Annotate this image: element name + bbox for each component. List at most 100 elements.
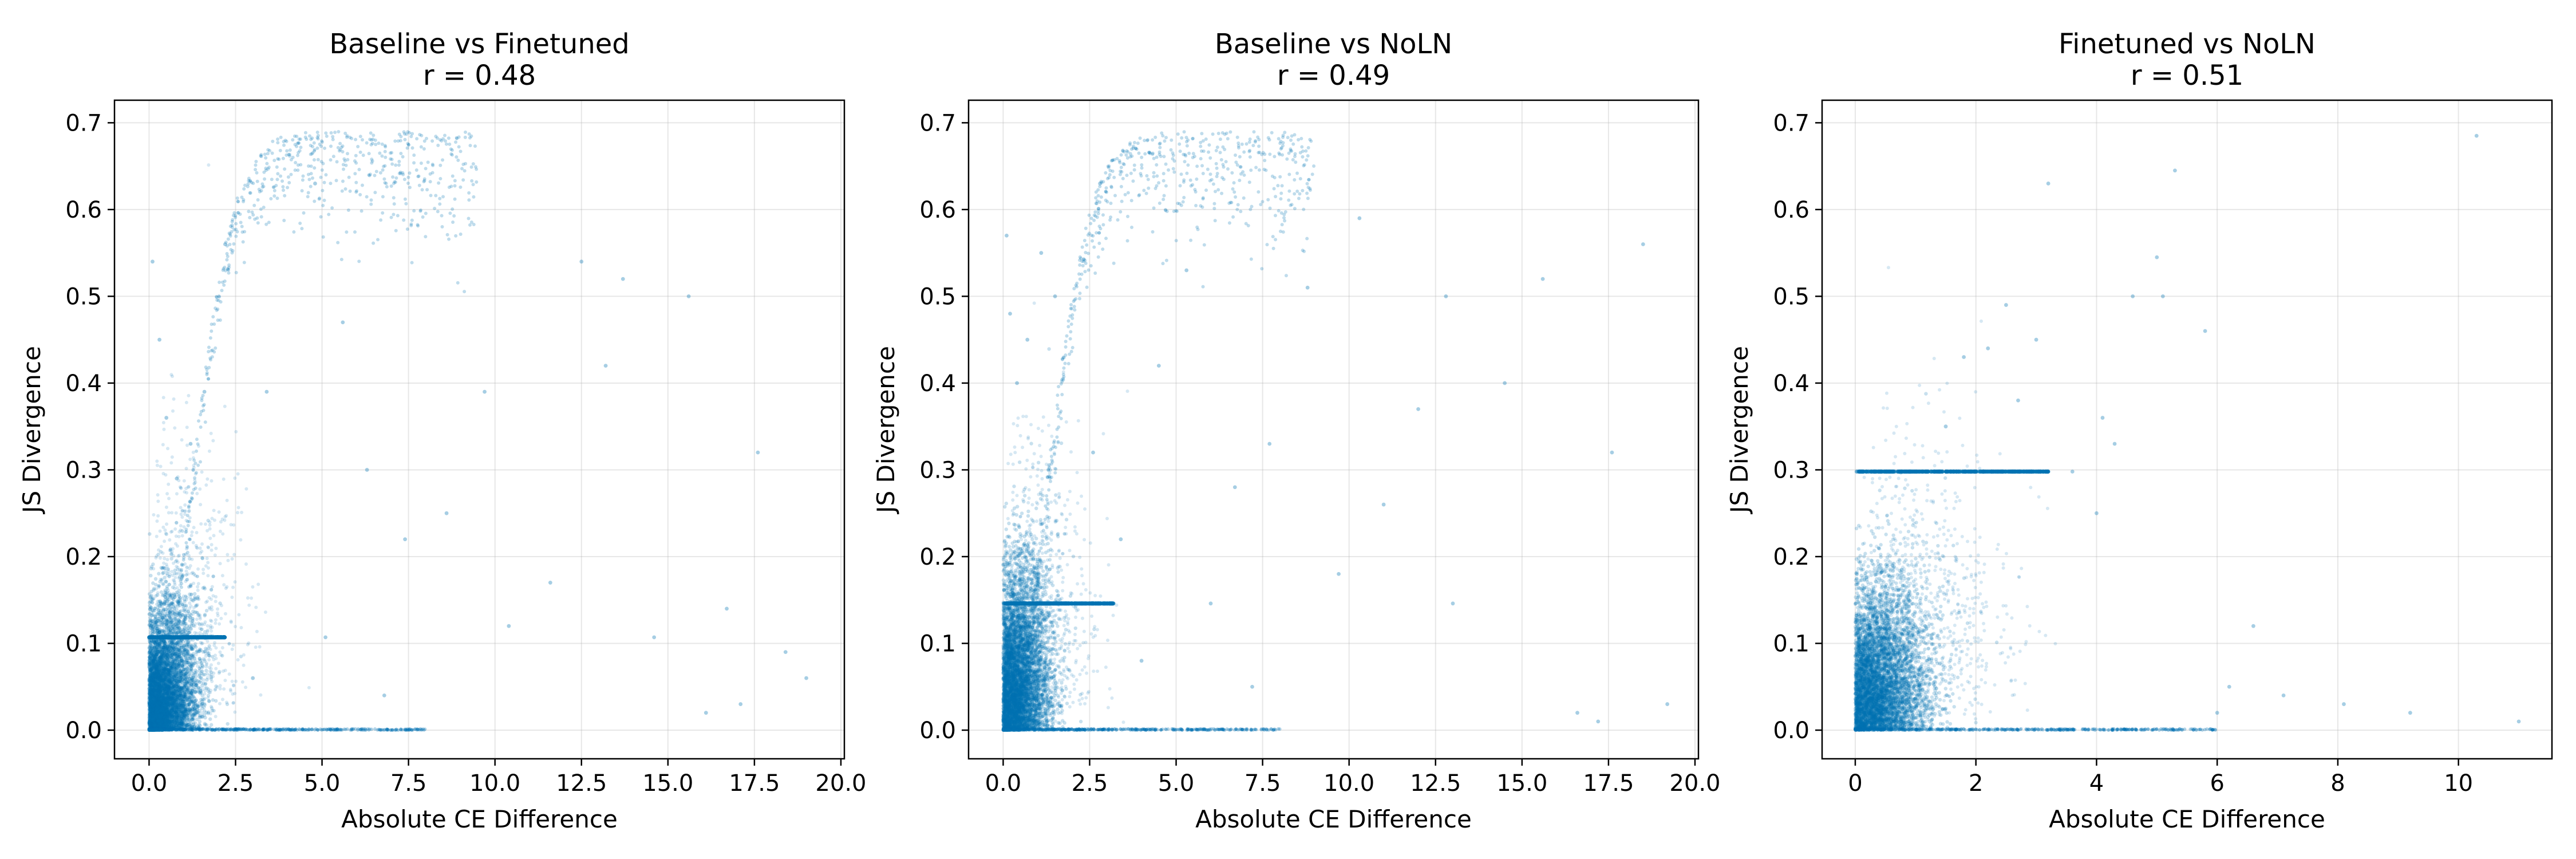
scatter-point [204,723,209,727]
scatter-point [226,722,230,726]
scatter-point [154,695,158,699]
scatter-point [163,714,167,718]
scatter-point [148,695,152,699]
scatter-point [191,707,195,712]
scatter-point [159,689,163,693]
scatter-point [149,706,153,710]
scatter-point [180,706,184,710]
scatter-point [189,668,194,672]
scatter-point [170,641,174,645]
scatter-point [149,605,153,609]
scatter-point [175,715,180,719]
scatter-point [152,698,156,702]
scatter-point [203,586,207,591]
x-axis-label: Absolute CE Difference [341,805,618,833]
scatter-point [157,686,161,691]
scatter-point [179,669,183,674]
scatter-point [154,594,158,598]
scatter-point [152,658,156,662]
scatter-point [151,632,155,636]
scatter-point [149,659,154,663]
scatter-point [175,715,179,719]
scatter-point [157,572,161,576]
scatter-point [185,723,189,727]
scatter-point [165,691,169,695]
scatter-point [155,666,159,670]
scatter-point [150,600,154,604]
scatter-point [181,651,185,655]
scatter-point [151,609,155,613]
scatter-point [149,573,153,578]
scatter-point [155,661,160,665]
scatter-point [171,685,175,689]
scatter-point [169,691,173,696]
scatter-point [161,698,165,702]
scatter-point [167,649,171,653]
scatter-point [168,708,172,712]
scatter-point [152,715,156,719]
scatter-point [210,723,214,727]
scatter-point [179,675,183,679]
scatter-point [173,689,177,693]
scatter-point [149,696,153,700]
scatter-point [152,680,156,684]
scatter-point [167,712,172,716]
y-axis-label: JS Divergence [18,346,46,515]
scatter-point [171,710,175,714]
scatter-point [169,714,173,719]
scatter-point [159,706,163,710]
scatter-point [151,715,155,719]
scatter-point [162,722,166,727]
scatter-point [180,677,184,681]
scatter-point [203,703,207,707]
scatter-point [156,685,160,690]
scatter-point [156,641,160,646]
scatter-point [173,654,178,658]
scatter-point [153,687,158,692]
scatter-point [152,596,156,601]
scatter-point [175,724,179,728]
scatter-points [147,129,808,732]
scatter-point [212,708,216,713]
scatter-point [148,711,152,715]
scatter-point [157,669,161,673]
scatter-point [149,684,153,688]
scatter-point [162,709,166,713]
scatter-point [165,706,169,710]
scatter-point [168,696,172,700]
scatter-point [171,613,175,617]
scatter-point [152,698,156,703]
scatter-point [178,682,183,686]
scatter-point [151,675,155,680]
scatter-point [173,688,178,692]
scatter-point [153,577,158,581]
scatter-point [151,562,155,566]
scatter-point [176,721,180,726]
scatter-point [161,677,165,681]
scatter-point [159,613,163,617]
scatter-point [166,684,171,689]
scatter-point [152,725,156,729]
scatter-point [155,703,160,708]
scatter-point [153,722,157,726]
scatter-point [160,656,164,661]
scatter-point [211,698,215,702]
scatter-point [150,682,155,686]
scatter-point [204,668,208,673]
scatter-point [165,712,169,716]
scatter-point [149,613,154,618]
scatter-point [208,717,212,721]
scatter-point [197,691,202,695]
scatter-point [154,702,158,706]
scatter-point [155,681,160,685]
scatter-point [157,649,161,653]
scatter-point [173,642,177,646]
scatter-point [150,711,154,715]
subplot-baseline-vs-finetuned: Baseline vs Finetuned r = 0.48 Absolute … [18,28,866,833]
scatter-point [148,665,152,669]
scatter-point [147,592,152,596]
scatter-point [159,654,163,659]
scatter-point [151,688,156,692]
scatter-point [155,698,160,702]
